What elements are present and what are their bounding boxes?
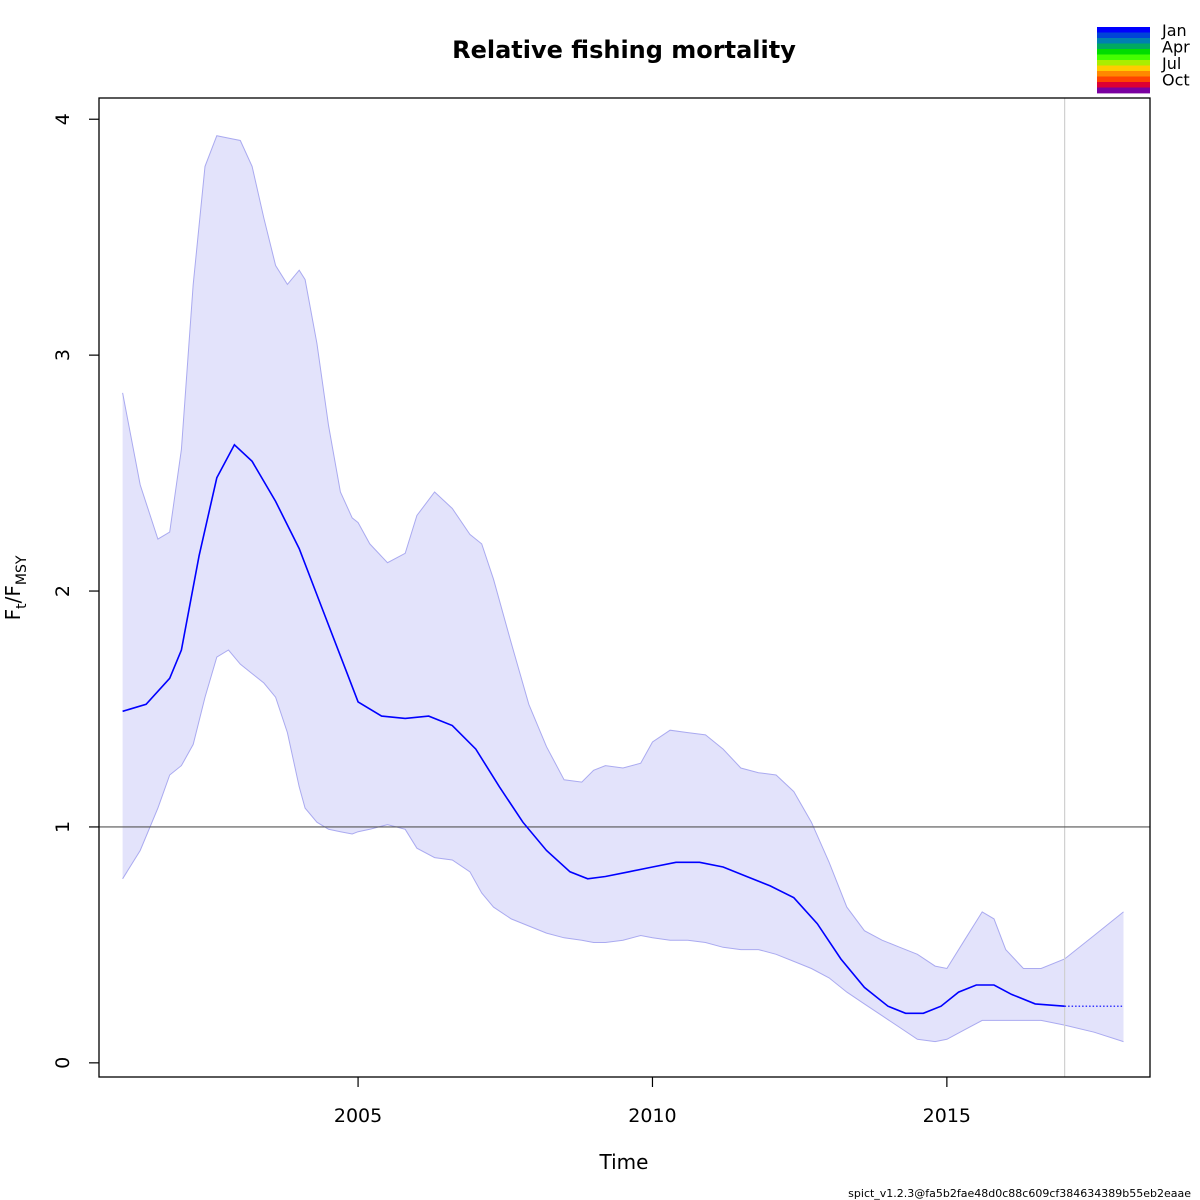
legend-swatch <box>1097 82 1150 88</box>
y-label-sub-t: t <box>14 603 30 609</box>
legend-swatch <box>1097 27 1150 33</box>
y-label-main2: F <box>1 585 25 597</box>
legend-swatch <box>1097 65 1150 72</box>
y-label-main: F <box>1 609 25 621</box>
legend-swatch <box>1097 32 1150 39</box>
legend-swatch <box>1097 54 1150 61</box>
chart-title: Relative fishing mortality <box>452 36 796 64</box>
y-tick-label: 0 <box>52 1057 74 1069</box>
y-tick-label: 1 <box>52 821 74 833</box>
x-axis-label: Time <box>599 1150 649 1174</box>
legend-swatch <box>1097 71 1150 77</box>
y-axis-label: Ft/FMSY <box>1 555 30 620</box>
band-upper-edge <box>122 135 1124 970</box>
version-footer: spict_v1.2.3@fa5b2fae48d0c88c609cf384634… <box>848 1187 1191 1200</box>
y-tick-label: 4 <box>52 113 74 125</box>
estimate-line <box>122 443 1065 1015</box>
plot-area <box>99 98 1150 1077</box>
legend-swatch <box>1097 38 1150 44</box>
legend-label: Jan <box>1161 21 1187 40</box>
y-tick-label: 2 <box>52 585 74 597</box>
y-label-sub-msy: MSY <box>14 555 30 585</box>
axes: 2005 2010 2015 0 1 2 3 4 <box>52 97 1151 1127</box>
legend-label: Apr <box>1162 38 1190 57</box>
band-lower-edge <box>122 649 1124 1043</box>
legend-swatch <box>1097 43 1150 50</box>
legend-swatch <box>1097 87 1150 94</box>
y-tick-label: 3 <box>52 349 74 361</box>
x-tick-label: 2010 <box>628 1105 676 1127</box>
confidence-band <box>122 135 1124 1042</box>
x-tick-label: 2005 <box>334 1105 382 1127</box>
legend-label: Oct <box>1162 71 1190 90</box>
y-label-slash: / <box>1 596 25 603</box>
plot-frame <box>98 97 1151 1078</box>
legend-swatch <box>1097 60 1150 66</box>
legend-label: Jul <box>1161 54 1181 73</box>
legend-swatch <box>1097 76 1150 83</box>
legend-swatch <box>1097 49 1150 55</box>
x-tick-label: 2015 <box>923 1105 971 1127</box>
